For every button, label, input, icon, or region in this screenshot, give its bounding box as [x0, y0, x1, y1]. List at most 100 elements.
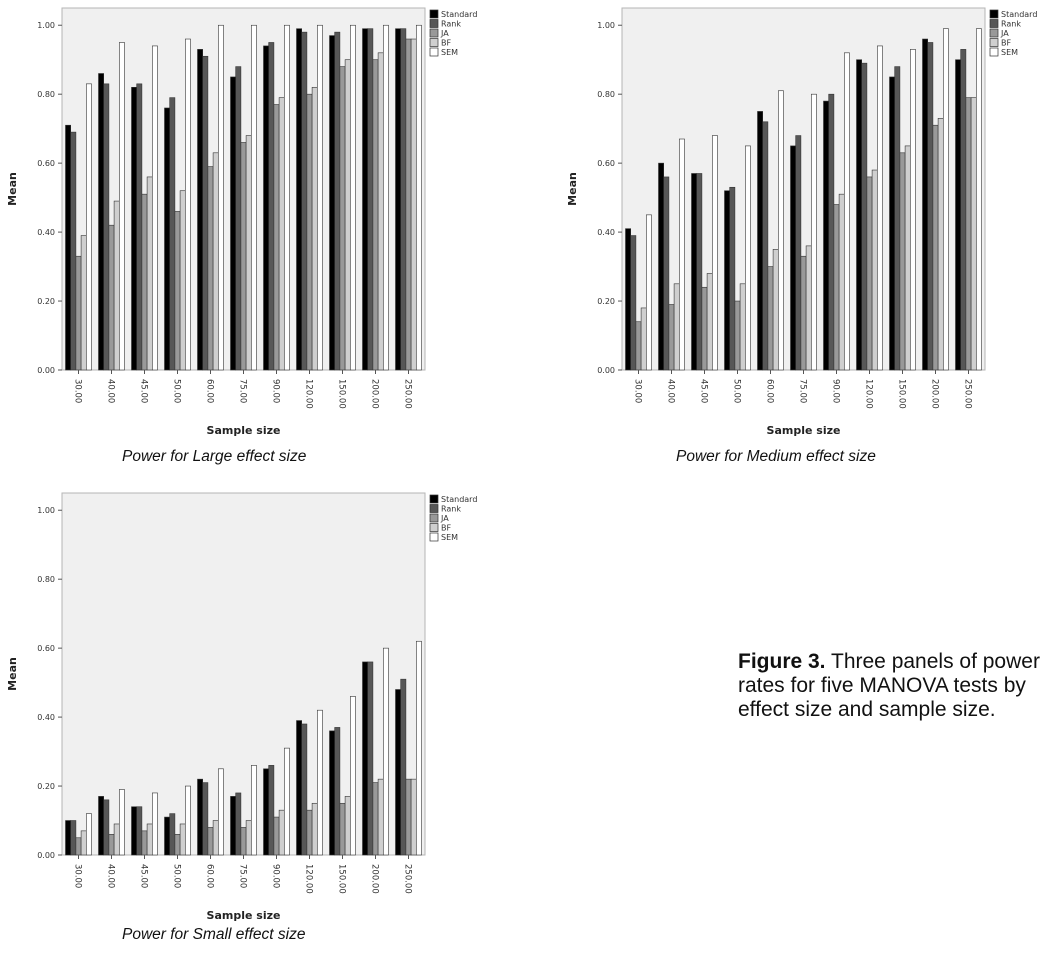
- bar-rank: [103, 799, 110, 856]
- bar-sem: [349, 24, 356, 371]
- legend-swatch: [989, 47, 999, 57]
- y-tick-label: 0.80: [597, 90, 615, 99]
- bar-rank: [136, 806, 143, 856]
- x-tick-label: 45.00: [699, 379, 709, 403]
- bar-rank: [894, 66, 901, 371]
- bar-rank: [103, 83, 110, 371]
- y-tick-label: 0.20: [37, 782, 55, 791]
- bar-standard: [197, 49, 203, 371]
- bar-ja: [734, 300, 741, 371]
- legend-label: Standard: [1001, 10, 1037, 19]
- bar-ja: [108, 834, 115, 856]
- caption-medium-effect: Power for Medium effect size: [676, 448, 876, 465]
- bar-bf: [311, 86, 318, 371]
- bar-bf: [706, 273, 713, 371]
- bar-standard: [790, 145, 796, 371]
- x-tick-label: 120.00: [304, 379, 314, 409]
- bar-bf: [344, 796, 351, 856]
- bar-bf: [937, 118, 944, 371]
- bar-ja: [372, 59, 379, 371]
- y-tick-label: 0.20: [597, 297, 615, 306]
- bar-rank: [861, 62, 868, 371]
- bar-rank: [70, 820, 77, 856]
- bar-rank: [235, 792, 242, 856]
- bar-ja: [932, 124, 939, 371]
- bar-bf: [179, 190, 186, 371]
- y-axis-label: Mean: [566, 172, 579, 206]
- bar-bf: [80, 235, 87, 371]
- bar-ja: [240, 827, 247, 856]
- bar-rank: [202, 55, 209, 371]
- bar-sem: [152, 45, 158, 371]
- bar-sem: [152, 792, 158, 856]
- bar-sem: [712, 135, 718, 371]
- bar-ja: [207, 166, 214, 371]
- bar-standard: [823, 100, 829, 371]
- bar-standard: [65, 820, 71, 856]
- bar-bf: [80, 830, 87, 856]
- bar-bf: [344, 59, 351, 371]
- legend-label: BF: [441, 524, 451, 533]
- x-tick-label: 60.00: [205, 864, 215, 888]
- bar-rank: [663, 176, 670, 371]
- bar-rank: [367, 661, 374, 856]
- bar-ja: [866, 176, 873, 371]
- bar-ja: [668, 304, 675, 371]
- bar-ja: [635, 321, 642, 371]
- bar-standard: [296, 28, 302, 371]
- bar-rank: [927, 42, 934, 371]
- chart-large-effect: 0.00 0.20 0.40 0.60 0.80 1.00 Mean 30.00 40.00 45…: [6, 7, 477, 437]
- legend-label: Standard: [441, 495, 477, 504]
- legend-swatch: [429, 47, 439, 57]
- bar-rank: [136, 83, 143, 371]
- bar-ja: [701, 286, 708, 371]
- chart-panel-large: 0.00 0.20 0.40 0.60 0.80 1.00 Mean 30.00 40.00 45…: [0, 0, 515, 470]
- bar-sem: [382, 24, 389, 371]
- bar-sem: [811, 93, 817, 371]
- bar-bf: [970, 97, 977, 371]
- bar-bf: [838, 193, 845, 371]
- bar-standard: [955, 59, 961, 371]
- bar-rank: [400, 28, 407, 371]
- bar-standard: [263, 768, 269, 856]
- bar-bf: [245, 820, 252, 856]
- x-tick-label: 45.00: [139, 864, 149, 888]
- bar-bf: [179, 823, 186, 856]
- legend-swatch: [429, 494, 439, 504]
- x-tick-label: 30.00: [73, 379, 83, 403]
- bar-bf: [871, 169, 878, 371]
- x-tick-label: 60.00: [765, 379, 775, 403]
- x-tick-label: 90.00: [271, 864, 281, 888]
- bar-standard: [625, 228, 631, 371]
- bar-rank: [334, 31, 341, 371]
- y-axis-label: Mean: [6, 172, 19, 206]
- bar-standard: [757, 111, 763, 371]
- y-tick-label: 0.80: [37, 575, 55, 584]
- x-axis-label: Sample size: [207, 424, 281, 437]
- legend-swatch: [429, 523, 439, 532]
- bar-sem: [316, 24, 323, 371]
- bar-sem: [382, 647, 389, 856]
- bar-standard: [922, 38, 928, 371]
- bar-standard: [362, 28, 368, 371]
- bar-bf: [673, 283, 680, 371]
- bar-standard: [691, 173, 697, 371]
- caption-small-effect: Power for Small effect size: [122, 926, 306, 943]
- bar-sem: [283, 747, 290, 856]
- y-tick-label: 1.00: [597, 21, 615, 30]
- bar-rank: [795, 135, 802, 371]
- bar-sem: [185, 38, 191, 371]
- x-tick-label: 60.00: [205, 379, 215, 403]
- bar-ja: [833, 204, 840, 371]
- bar-rank: [169, 97, 176, 371]
- bar-sem: [185, 785, 191, 856]
- x-tick-label: 150.00: [897, 379, 907, 409]
- bar-ja: [405, 38, 412, 371]
- x-tick-label: 40.00: [666, 379, 676, 403]
- bar-ja: [965, 97, 972, 371]
- y-tick-label: 0.40: [37, 713, 55, 722]
- bar-bf: [904, 145, 911, 371]
- x-tick-label: 75.00: [238, 864, 248, 888]
- legend-label: BF: [1001, 39, 1011, 48]
- legend-swatch: [989, 28, 999, 38]
